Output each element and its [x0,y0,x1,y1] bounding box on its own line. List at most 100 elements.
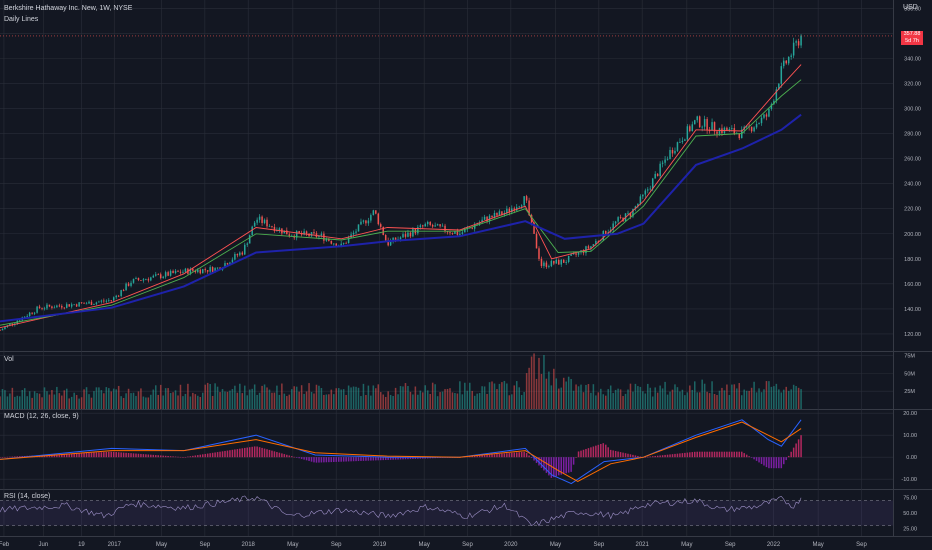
volume-bar [36,393,38,409]
volume-bar [61,395,63,409]
volume-bar [745,390,748,409]
volume-bar [689,385,691,409]
candle-body [216,267,219,269]
price-axis-label: 120.00 [904,332,921,338]
volume-bar [51,390,53,409]
candle-body [800,35,802,46]
macd-histogram-bar [197,455,199,458]
volume-bar [580,384,582,409]
macd-histogram-bar [335,457,338,462]
candle-body [295,230,298,238]
volume-bar [511,394,513,409]
volume-bar [325,394,328,409]
volume-bar [90,397,93,409]
candle-body [634,206,637,209]
candle-body [179,271,182,273]
macd-histogram-bar [691,452,694,458]
time-axis-label: Sep [462,542,473,548]
candle-body [577,252,580,255]
candle-body [88,301,90,304]
volume-bar [404,383,407,409]
candle-body [46,304,48,309]
candle-body [70,304,73,307]
macd-histogram-bar [582,449,585,458]
volume-bar [365,394,367,409]
macd-histogram-bar [426,457,429,459]
volume-bar [142,396,145,409]
macd-histogram-bar [288,455,291,458]
volume-bar [469,382,471,409]
symbol-title[interactable]: Berkshire Hathaway Inc. New, 1W, NYSE [4,5,133,12]
macd-histogram-bar [372,457,375,461]
volume-bar [493,383,496,409]
volume-bar [125,393,127,409]
macd-histogram-bar [422,457,424,459]
candle-body [642,194,644,197]
price-axis-label: 180.00 [904,257,921,263]
candle-body [508,208,511,213]
volume-bar [226,391,229,409]
time-axis-label: 2021 [635,542,649,548]
indicator-legend-daily-lines[interactable]: Daily Lines [4,16,39,23]
volume-bar [612,393,614,409]
macd-histogram-bar [261,447,263,458]
macd-histogram-bar [298,457,300,459]
candle-body [310,232,313,237]
volume-bar [75,395,78,409]
macd-histogram-bar [491,454,493,458]
macd-histogram-bar [189,456,192,458]
macd-histogram-bar [328,457,330,463]
rsi-legend[interactable]: RSI (14, close) [4,493,51,500]
volume-bar [503,380,506,409]
volume-bar [585,384,587,409]
volume-bar [219,392,221,409]
volume-bar [723,390,726,409]
macd-histogram-bar [471,456,473,458]
volume-bar [103,393,105,409]
volume-bar [224,391,226,409]
candle-body [365,220,367,224]
volume-bar [496,389,498,409]
candle-body [19,320,21,322]
volume-bar [187,383,189,409]
macd-legend[interactable]: MACD (12, 26, close, 9) [4,413,79,420]
candle-body [226,263,229,265]
macd-histogram-bar [313,457,315,463]
moving-average-line [0,113,802,323]
volume-bar [273,392,276,409]
candle-body [590,246,592,249]
volume-bar [483,386,486,409]
candle-body [669,150,671,160]
volume-bar [362,383,365,409]
volume-bar [795,386,797,409]
volume-bar [73,392,75,409]
candle-body [496,212,498,216]
volume-bar [426,390,429,409]
time-axis-label: 19 [78,542,85,548]
candle-body [637,203,639,207]
candle-body [528,200,530,216]
macd-histogram-bar [518,452,520,458]
volume-bar [632,391,634,409]
volume-bar [283,393,286,409]
macd-histogram-bar [706,451,708,458]
macd-histogram-bar [412,457,414,459]
macd-histogram-bar [172,456,174,458]
volume-bar [740,395,743,409]
macd-histogram-bar [622,452,624,458]
candle-body [1,329,4,331]
macd-histogram-bar [768,457,770,469]
price-axis-label: 140.00 [904,307,921,313]
volume-bar [88,394,90,409]
candle-body [387,240,389,246]
candle-body [271,226,273,227]
time-axis-label: May [156,542,167,548]
candle-body [545,262,548,267]
macd-histogram-bar [572,457,575,465]
volume-legend[interactable]: Vol [4,356,14,363]
candle-body [513,208,516,211]
candle-body [253,222,256,227]
candle-body [775,89,778,101]
candle-body [93,304,95,305]
